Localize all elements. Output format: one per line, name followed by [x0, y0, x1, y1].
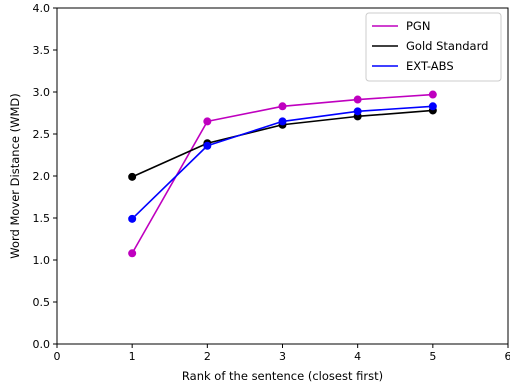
y-tick-label: 1.5 [33, 212, 51, 225]
y-tick-label: 1.0 [33, 254, 51, 267]
x-tick-label: 1 [129, 350, 136, 363]
series-pgn [128, 90, 437, 258]
x-tick-label: 0 [54, 350, 61, 363]
data-point [203, 117, 212, 126]
data-point [128, 249, 137, 258]
data-point [203, 141, 212, 150]
legend-label: EXT-ABS [406, 59, 454, 73]
legend-label: Gold Standard [406, 39, 488, 53]
y-tick-label: 0.0 [33, 338, 51, 351]
x-tick-label: 5 [429, 350, 436, 363]
data-point [428, 90, 437, 99]
data-point [128, 172, 137, 181]
y-tick-label: 0.5 [33, 296, 51, 309]
data-point [128, 214, 137, 223]
legend-label: PGN [406, 19, 430, 33]
y-tick-label: 3.0 [33, 86, 51, 99]
x-tick-label: 2 [204, 350, 211, 363]
x-tick-label: 3 [279, 350, 286, 363]
x-axis-label: Rank of the sentence (closest first) [182, 369, 383, 383]
y-tick-label: 2.5 [33, 128, 51, 141]
data-point [353, 95, 362, 104]
y-tick-label: 4.0 [33, 2, 51, 15]
legend-box [365, 12, 502, 82]
y-axis-label: Word Mover Distance (WMD) [8, 93, 22, 259]
data-point [278, 117, 287, 126]
legend: PGN Gold Standard EXT-ABS [365, 12, 502, 82]
plot-area: 0 1 2 3 4 5 6 0.0 0.5 1.0 1.5 2.0 2.5 3.0 3.5 4.0 [33, 2, 510, 363]
y-tick-label: 3.5 [33, 44, 51, 57]
series-ext-abs [128, 102, 437, 223]
x-tick-label: 6 [505, 350, 510, 363]
data-point [353, 107, 362, 116]
x-tick-label: 4 [354, 350, 361, 363]
data-point [428, 102, 437, 111]
data-point [278, 102, 287, 111]
y-tick-label: 2.0 [33, 170, 51, 183]
